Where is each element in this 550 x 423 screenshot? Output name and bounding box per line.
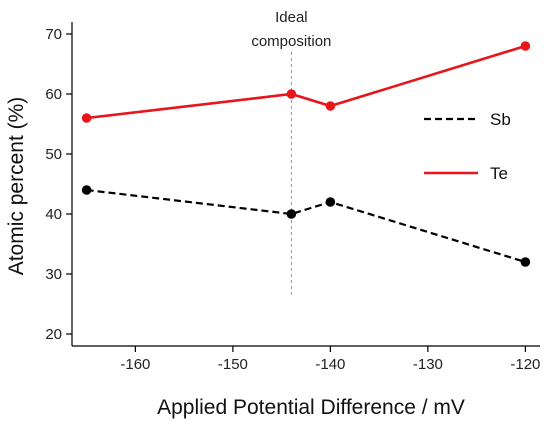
y-tick-label: 20 bbox=[45, 326, 62, 343]
x-tick-label: -130 bbox=[413, 356, 443, 373]
y-axis-ticks: 20 30 40 50 60 70 bbox=[45, 26, 72, 343]
y-tick-label: 50 bbox=[45, 146, 62, 163]
x-axis-ticks: -160 -150 -140 -130 -120 bbox=[120, 346, 540, 373]
series-sb-point bbox=[325, 197, 336, 207]
series-sb-point bbox=[520, 257, 531, 267]
x-tick-label: -120 bbox=[510, 356, 540, 373]
y-axis-title: Atomic percent (%) bbox=[5, 97, 28, 276]
series-sb-line bbox=[86, 188, 526, 264]
series-te-point bbox=[325, 101, 336, 111]
series-te-point bbox=[81, 113, 92, 123]
series-sb-point bbox=[81, 185, 92, 195]
annotation-line2: composition bbox=[251, 33, 331, 50]
series-te-point bbox=[520, 41, 531, 51]
series-layer bbox=[81, 41, 531, 267]
legend-te-label: Te bbox=[490, 164, 508, 183]
y-tick-label: 30 bbox=[45, 266, 62, 283]
x-tick-label: -140 bbox=[315, 356, 345, 373]
x-tick-label: -150 bbox=[218, 356, 248, 373]
x-tick-label: -160 bbox=[120, 356, 150, 373]
annotation-line1: Ideal bbox=[275, 9, 308, 26]
series-sb-point bbox=[286, 209, 297, 219]
legend: Sb Te bbox=[424, 110, 511, 183]
y-tick-label: 60 bbox=[45, 86, 62, 103]
series-te-point bbox=[286, 89, 297, 99]
y-tick-label: 70 bbox=[45, 26, 62, 43]
legend-sb-label: Sb bbox=[490, 110, 511, 129]
x-axis-title: Applied Potential Difference / mV bbox=[157, 396, 465, 419]
series-te-line bbox=[86, 44, 526, 120]
y-tick-label: 40 bbox=[45, 206, 62, 223]
